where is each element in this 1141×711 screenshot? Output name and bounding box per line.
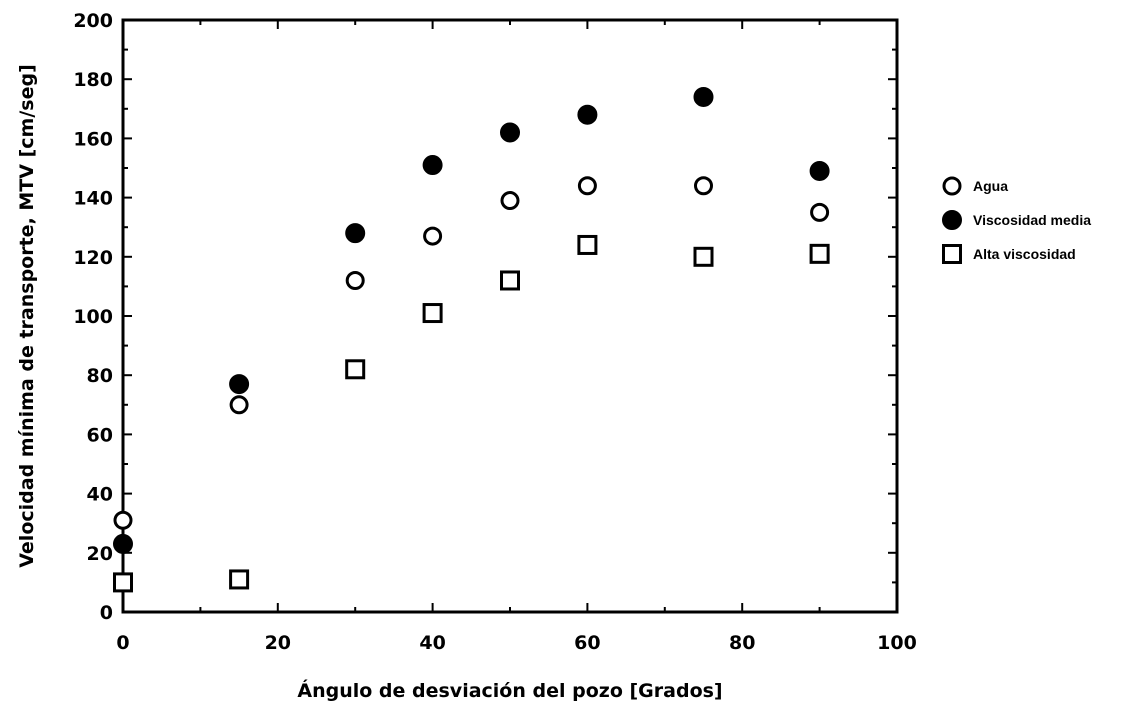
data-points: [113, 86, 830, 593]
legend-marker: [942, 244, 962, 264]
data-point: [500, 270, 520, 291]
y-tick-label: 40: [87, 484, 113, 506]
legend-label: Alta viscosidad: [973, 246, 1076, 262]
data-point: [809, 243, 830, 264]
data-point: [809, 160, 830, 181]
data-point: [113, 533, 133, 554]
y-tick-label: 180: [73, 69, 113, 91]
data-point: [500, 122, 520, 143]
axis-tick-labels: 0 20 40 60 80 100 120 140 160 180 200 0 20 40 60 80 100: [73, 10, 917, 654]
data-point: [422, 155, 443, 176]
y-tick-label: 120: [73, 247, 113, 269]
data-point: [423, 226, 443, 246]
data-point: [345, 223, 366, 244]
x-tick-label: 20: [265, 632, 291, 654]
x-axis-title: Ángulo de desviación del pozo [Grados]: [297, 679, 722, 702]
x-tick-label: 0: [116, 632, 129, 654]
y-tick-label: 20: [87, 543, 113, 565]
data-point: [113, 510, 133, 530]
y-axis-title: Velocidad mínima de transporte, MTV [cm/…: [16, 64, 38, 568]
data-point: [577, 104, 598, 125]
data-point: [229, 374, 250, 395]
data-point: [810, 202, 830, 222]
y-tick-label: 100: [73, 306, 113, 328]
y-tick-label: 80: [87, 365, 113, 387]
legend-label: Viscosidad media: [973, 212, 1091, 228]
legend-marker: [942, 210, 962, 230]
data-point: [229, 395, 249, 415]
data-point: [577, 234, 598, 255]
data-point: [500, 191, 520, 211]
data-point: [577, 176, 597, 196]
x-tick-label: 60: [574, 632, 600, 654]
plot-frame: [121, 18, 899, 614]
y-tick-label: 0: [100, 602, 113, 624]
y-tick-label: 160: [73, 128, 113, 150]
axis-ticks: [122, 19, 898, 613]
y-tick-label: 200: [73, 10, 113, 32]
x-tick-label: 100: [877, 632, 917, 654]
data-point: [694, 176, 713, 196]
legend-marker: [942, 176, 962, 196]
data-point: [113, 572, 133, 593]
data-point: [345, 359, 366, 380]
y-tick-label: 60: [87, 424, 113, 446]
data-point: [693, 86, 714, 107]
x-tick-label: 80: [729, 632, 755, 654]
x-tick-label: 40: [419, 632, 445, 654]
legend-label: Agua: [973, 178, 1008, 194]
legend: Agua Viscosidad media Alta viscosidad: [942, 176, 1091, 264]
data-point: [229, 569, 250, 590]
data-point: [345, 270, 365, 290]
data-point: [693, 246, 714, 267]
data-point: [422, 303, 443, 324]
y-tick-label: 140: [73, 188, 113, 210]
